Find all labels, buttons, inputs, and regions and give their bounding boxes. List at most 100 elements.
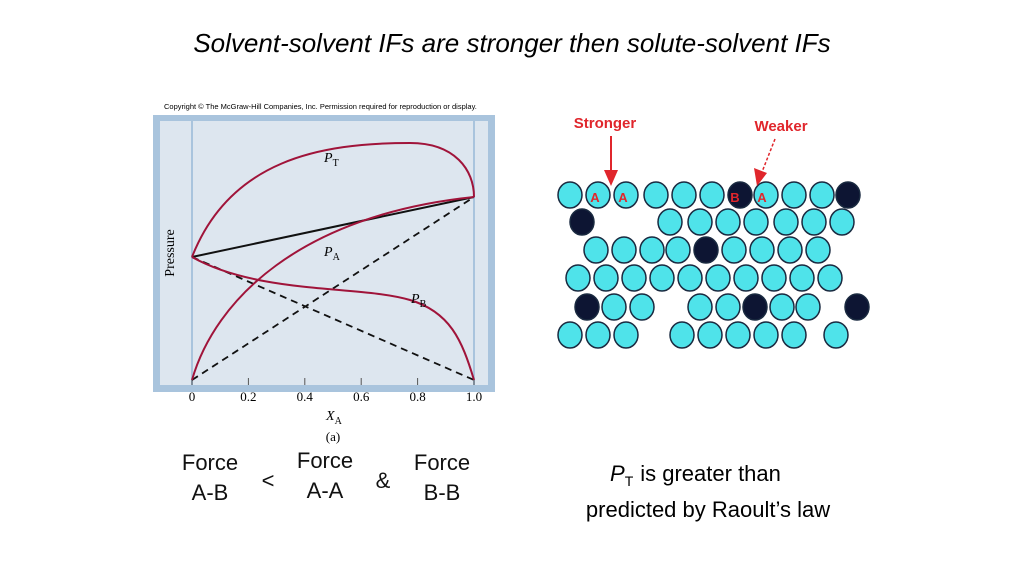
molecule-a <box>817 264 843 292</box>
molecule-a <box>649 264 675 292</box>
molecule-a <box>565 264 591 292</box>
label-sub: T <box>333 158 339 169</box>
molecule-a <box>613 321 639 349</box>
molecule-a <box>721 236 747 264</box>
curve-pa <box>191 196 475 381</box>
molecule-tag: A <box>757 190 767 205</box>
molecule-tag: B <box>730 190 739 205</box>
molecule-a <box>639 236 665 264</box>
x-tick-label: 1.0 <box>466 389 482 404</box>
arrow-label: Weaker <box>754 118 807 135</box>
molecule-b <box>742 293 768 321</box>
x-tick-label: 0.2 <box>240 389 256 404</box>
molecule-a <box>697 321 723 349</box>
molecule-a <box>781 181 807 209</box>
molecule-a <box>613 181 639 209</box>
molecule-a <box>629 293 655 321</box>
force-label: A-A <box>307 478 344 503</box>
curve-label: PB <box>410 292 427 310</box>
molecule-a <box>677 264 703 292</box>
molecule-a <box>557 321 583 349</box>
x-label: XA <box>325 409 343 427</box>
arrow-head <box>604 170 618 186</box>
arrow-label: Stronger <box>574 115 637 132</box>
caption: (a) <box>326 429 340 444</box>
label-sub: A <box>333 252 341 263</box>
molecule-a <box>583 236 609 264</box>
x-tick-label: 0.6 <box>353 389 370 404</box>
curve-label: PT <box>323 151 339 169</box>
molecule-a <box>715 293 741 321</box>
molecule-a <box>585 321 611 349</box>
molecule-a <box>733 264 759 292</box>
molecule-a <box>769 293 795 321</box>
molecule-b <box>844 293 870 321</box>
molecule-a <box>593 264 619 292</box>
molecule-a <box>795 293 821 321</box>
molecule-tag: A <box>590 190 600 205</box>
molecule-a <box>585 181 611 209</box>
force-label: Force <box>182 450 238 475</box>
force-label: Force <box>414 450 470 475</box>
molecule-a <box>669 321 695 349</box>
label-main: X <box>325 409 335 424</box>
x-tick-label: 0.8 <box>409 389 425 404</box>
molecule-a <box>725 321 751 349</box>
label-main: P <box>323 151 333 166</box>
molecule-a <box>743 208 769 236</box>
note-text: is greater than <box>640 461 781 486</box>
molecule-a <box>761 264 787 292</box>
note-line: predicted by Raoult’s law <box>586 497 830 522</box>
raoult-total <box>191 196 475 258</box>
curve-pb <box>191 256 475 381</box>
operator: & <box>376 468 391 493</box>
force-label: Force <box>297 448 353 473</box>
molecule-b <box>569 208 595 236</box>
molecule-a <box>753 321 779 349</box>
label-sub: A <box>335 416 343 427</box>
x-tick-label: 0 <box>189 389 196 404</box>
molecule-a <box>557 181 583 209</box>
label-main: P <box>323 245 333 260</box>
molecule-a <box>671 181 697 209</box>
molecule-a <box>777 236 803 264</box>
molecule-b <box>727 181 753 209</box>
x-tick-label: 0.4 <box>297 389 314 404</box>
molecule-a <box>715 208 741 236</box>
force-label: B-B <box>424 480 461 505</box>
molecule-a <box>665 236 691 264</box>
molecule-a <box>687 208 713 236</box>
molecule-a <box>753 181 779 209</box>
molecule-b <box>574 293 600 321</box>
molecule-a <box>829 208 855 236</box>
arrow <box>761 138 776 173</box>
molecule-a <box>809 181 835 209</box>
molecule-tag: A <box>618 190 628 205</box>
arrow-head <box>754 168 767 186</box>
force-label: A-B <box>192 480 229 505</box>
molecule-a <box>687 293 713 321</box>
curve-pt <box>191 141 475 258</box>
molecule-a <box>621 264 647 292</box>
molecule-a <box>705 264 731 292</box>
molecule-a <box>699 181 725 209</box>
molecule-a <box>601 293 627 321</box>
y-label: Pressure <box>163 229 178 276</box>
operator: < <box>262 468 275 493</box>
molecule-a <box>643 181 669 209</box>
molecule-a <box>773 208 799 236</box>
molecule-a <box>781 321 807 349</box>
molecule-a <box>611 236 637 264</box>
label-sub: B <box>420 299 427 310</box>
molecule-a <box>801 208 827 236</box>
molecule-a <box>749 236 775 264</box>
slide-title: Solvent-solvent IFs are stronger then so… <box>193 28 830 58</box>
molecule-a <box>789 264 815 292</box>
raoult-b <box>191 256 475 381</box>
molecule-b <box>835 181 861 209</box>
molecule-a <box>805 236 831 264</box>
note-sub: T <box>625 473 634 489</box>
molecule-a <box>657 208 683 236</box>
molecule-b <box>693 236 719 264</box>
